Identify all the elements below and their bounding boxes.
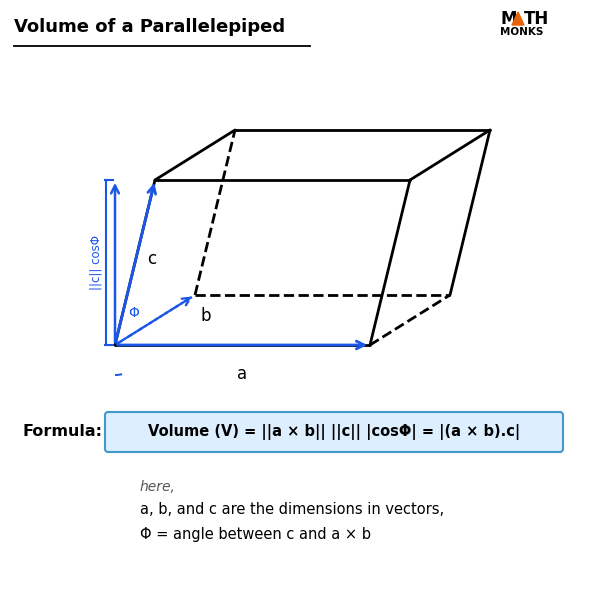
Text: ||c|| cosΦ: ||c|| cosΦ <box>89 235 102 290</box>
Text: M: M <box>500 10 516 28</box>
Text: TH: TH <box>524 10 549 28</box>
Polygon shape <box>512 12 524 25</box>
Text: Φ = angle between c and a × b: Φ = angle between c and a × b <box>140 527 371 542</box>
Text: Φ: Φ <box>128 306 139 320</box>
Text: c: c <box>147 250 156 268</box>
Text: a: a <box>238 365 248 383</box>
FancyBboxPatch shape <box>105 412 563 452</box>
Text: Formula:: Formula: <box>22 425 102 439</box>
Text: Volume (V) = ||a × b|| ||c|| |cosΦ| = |(a × b).c|: Volume (V) = ||a × b|| ||c|| |cosΦ| = |(… <box>148 424 520 440</box>
Text: here,: here, <box>140 480 176 494</box>
Text: MONKS: MONKS <box>500 27 544 37</box>
Text: Volume of a Parallelepiped: Volume of a Parallelepiped <box>14 18 285 36</box>
Text: a, b, and c are the dimensions in vectors,: a, b, and c are the dimensions in vector… <box>140 502 444 517</box>
Text: b: b <box>200 307 211 325</box>
